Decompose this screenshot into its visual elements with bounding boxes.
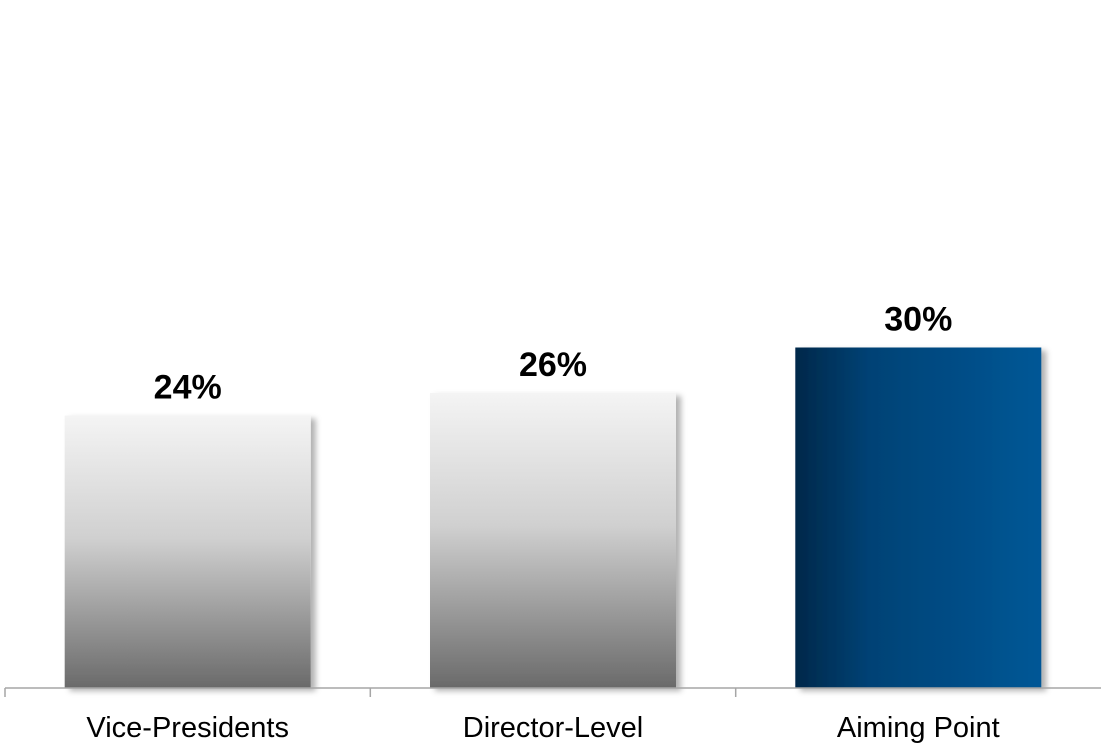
bar-aiming-point: [795, 347, 1042, 688]
data-label-director-level: 26%: [519, 346, 587, 384]
bar-vice-presidents: [64, 415, 311, 688]
data-label-aiming-point: 30%: [884, 301, 952, 339]
bars-layer: [64, 347, 1042, 688]
data-label-vice-presidents: 24%: [154, 369, 222, 407]
labels-layer: 24% Vice-Presidents 26% Director-Level 30% Ai…: [86, 301, 999, 743]
x-axis: [4, 687, 1101, 697]
bar-director-level: [430, 392, 676, 688]
x-tick-label-vice-presidents: Vice-Presidents: [86, 712, 289, 743]
x-tick-label-aiming-point: Aiming Point: [837, 712, 1000, 743]
x-tick-label-director-level: Director-Level: [463, 712, 644, 743]
